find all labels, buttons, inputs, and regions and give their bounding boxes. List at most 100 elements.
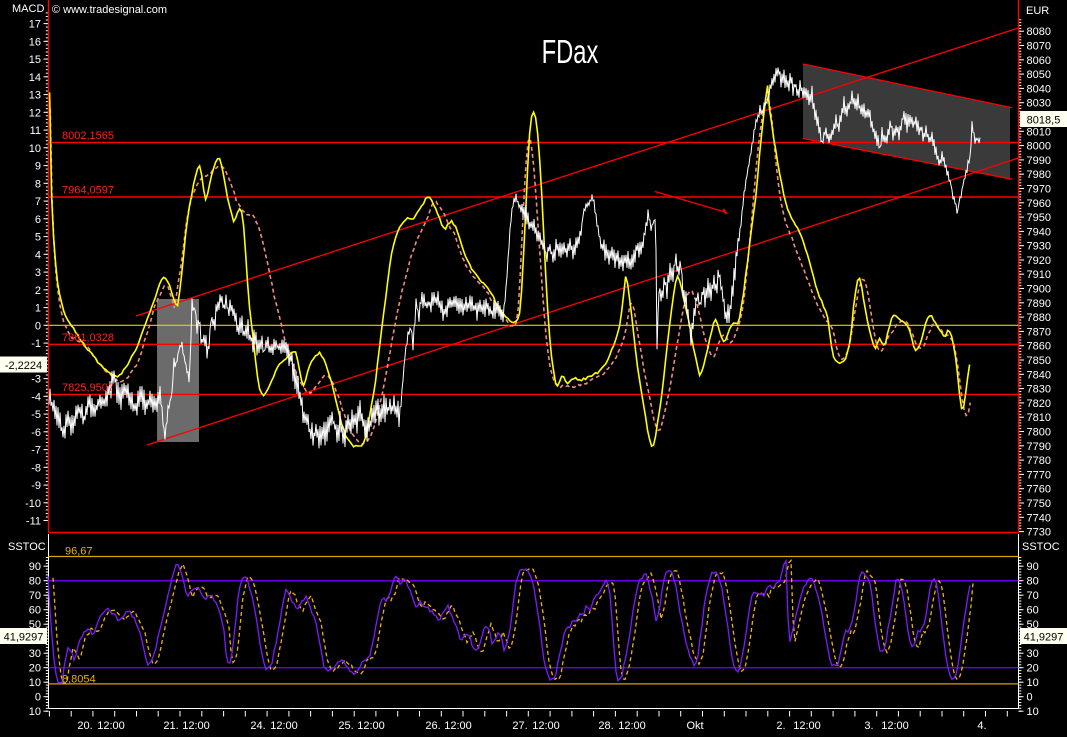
- svg-text:41,9297: 41,9297: [4, 632, 44, 644]
- svg-text:-6: -6: [31, 427, 41, 439]
- svg-text:7810: 7810: [1027, 412, 1051, 424]
- svg-text:7790: 7790: [1027, 441, 1051, 453]
- svg-text:7740: 7740: [1027, 512, 1051, 524]
- svg-text:8010: 8010: [1027, 126, 1051, 138]
- svg-text:7950: 7950: [1027, 212, 1051, 224]
- svg-text:-1: -1: [31, 338, 41, 350]
- svg-text:8080: 8080: [1027, 26, 1051, 38]
- svg-text:12:00: 12:00: [618, 720, 646, 732]
- svg-text:8070: 8070: [1027, 41, 1051, 53]
- svg-text:0: 0: [35, 320, 41, 332]
- svg-text:7730: 7730: [1027, 527, 1051, 539]
- svg-text:-4: -4: [31, 391, 41, 403]
- svg-text:SSTOC: SSTOC: [8, 541, 46, 553]
- svg-text:30: 30: [1027, 648, 1039, 660]
- svg-text:26.: 26.: [425, 720, 440, 732]
- svg-text:12:00: 12:00: [881, 720, 909, 732]
- svg-text:1: 1: [35, 303, 41, 315]
- svg-text:4: 4: [35, 249, 41, 261]
- svg-text:27.: 27.: [512, 720, 527, 732]
- svg-text:8002,1565: 8002,1565: [62, 130, 114, 142]
- svg-text:7990: 7990: [1027, 155, 1051, 167]
- svg-text:7930: 7930: [1027, 241, 1051, 253]
- svg-text:12:00: 12:00: [357, 720, 385, 732]
- svg-text:10: 10: [1027, 706, 1039, 718]
- svg-text:12:00: 12:00: [182, 720, 210, 732]
- svg-text:90: 90: [1027, 561, 1039, 573]
- svg-text:25.: 25.: [338, 720, 353, 732]
- svg-text:10: 10: [29, 677, 41, 689]
- svg-text:FDax: FDax: [542, 34, 599, 71]
- svg-text:7760: 7760: [1027, 484, 1051, 496]
- svg-text:-10: -10: [25, 498, 41, 510]
- svg-text:30: 30: [29, 648, 41, 660]
- svg-text:7830: 7830: [1027, 384, 1051, 396]
- svg-text:5: 5: [35, 232, 41, 244]
- svg-text:7850: 7850: [1027, 355, 1051, 367]
- svg-text:7970: 7970: [1027, 183, 1051, 195]
- svg-text:7861,0328: 7861,0328: [62, 332, 114, 344]
- svg-text:-7: -7: [31, 445, 41, 457]
- svg-text:12:00: 12:00: [793, 720, 821, 732]
- svg-text:7820: 7820: [1027, 398, 1051, 410]
- svg-text:2: 2: [35, 285, 41, 297]
- svg-text:24.: 24.: [250, 720, 265, 732]
- svg-text:14: 14: [29, 72, 41, 84]
- svg-text:13: 13: [29, 90, 41, 102]
- svg-text:8050: 8050: [1027, 69, 1051, 81]
- svg-text:-9: -9: [31, 480, 41, 492]
- svg-text:7840: 7840: [1027, 369, 1051, 381]
- svg-text:11: 11: [30, 125, 41, 137]
- svg-text:7880: 7880: [1027, 312, 1051, 324]
- svg-text:12:00: 12:00: [270, 720, 298, 732]
- svg-text:7980: 7980: [1027, 169, 1051, 181]
- svg-text:20: 20: [1027, 663, 1039, 675]
- svg-text:15: 15: [29, 54, 41, 66]
- svg-text:7890: 7890: [1027, 298, 1051, 310]
- svg-text:12:00: 12:00: [444, 720, 472, 732]
- svg-text:-2,2224: -2,2224: [5, 360, 42, 372]
- svg-text:7750: 7750: [1027, 498, 1051, 510]
- svg-text:80: 80: [1027, 576, 1039, 588]
- svg-text:Okt: Okt: [686, 720, 703, 732]
- svg-text:12: 12: [29, 107, 41, 119]
- svg-text:8,8054: 8,8054: [62, 674, 96, 686]
- svg-text:0: 0: [1027, 692, 1033, 704]
- svg-text:8040: 8040: [1027, 83, 1051, 95]
- svg-text:7900: 7900: [1027, 284, 1051, 296]
- svg-text:9: 9: [35, 161, 41, 173]
- svg-text:EUR: EUR: [1026, 5, 1049, 17]
- svg-text:70: 70: [1027, 590, 1039, 602]
- svg-text:7770: 7770: [1027, 469, 1051, 481]
- svg-text:7780: 7780: [1027, 455, 1051, 467]
- svg-text:28.: 28.: [598, 720, 613, 732]
- svg-text:7964,0597: 7964,0597: [62, 185, 114, 197]
- svg-text:7: 7: [35, 196, 41, 208]
- svg-text:SSTOC: SSTOC: [1022, 541, 1060, 553]
- svg-text:70: 70: [29, 590, 41, 602]
- svg-text:60: 60: [29, 605, 41, 617]
- svg-text:-5: -5: [31, 409, 41, 421]
- svg-text:2.: 2.: [776, 720, 785, 732]
- svg-text:3: 3: [35, 267, 41, 279]
- svg-text:10: 10: [1027, 677, 1039, 689]
- svg-text:8000: 8000: [1027, 141, 1051, 153]
- svg-text:16: 16: [29, 36, 41, 48]
- svg-text:41,9297: 41,9297: [1024, 632, 1064, 644]
- svg-text:17: 17: [29, 19, 41, 31]
- svg-text:0: 0: [35, 692, 41, 704]
- svg-text:-11: -11: [26, 516, 41, 528]
- svg-text:20.: 20.: [77, 720, 92, 732]
- svg-text:7960: 7960: [1027, 198, 1051, 210]
- svg-text:80: 80: [29, 576, 41, 588]
- svg-text:-8: -8: [31, 462, 41, 474]
- svg-text:7800: 7800: [1027, 427, 1051, 439]
- svg-text:7910: 7910: [1027, 269, 1051, 281]
- svg-text:8030: 8030: [1027, 98, 1051, 110]
- svg-text:-3: -3: [31, 374, 41, 386]
- svg-text:10: 10: [29, 143, 41, 155]
- svg-text:20: 20: [29, 663, 41, 675]
- svg-text:3.: 3.: [864, 720, 873, 732]
- svg-text:7870: 7870: [1027, 326, 1051, 338]
- svg-text:21.: 21.: [163, 720, 178, 732]
